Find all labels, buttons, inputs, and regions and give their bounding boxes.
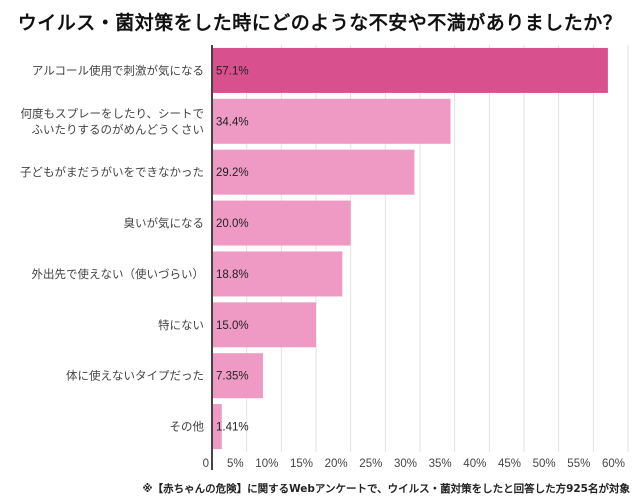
value-label: 57.1%: [216, 65, 249, 77]
bar: [212, 302, 316, 348]
category-label: その他: [170, 420, 205, 434]
bar: [212, 149, 415, 195]
bar: [212, 353, 263, 399]
x-tick-label: 55%: [567, 458, 590, 470]
category-label: 臭いが気になる: [124, 216, 205, 230]
value-label: 18.8%: [216, 269, 249, 281]
x-tick-label: 50%: [533, 458, 556, 470]
bar: [212, 404, 222, 450]
bar: [212, 200, 351, 246]
x-tick-label: 10%: [255, 458, 278, 470]
category-label: アルコール使用で刺激が気になる: [32, 63, 204, 77]
value-label: 1.41%: [216, 422, 249, 434]
x-tick-label: 45%: [498, 458, 521, 470]
footnote: ※【赤ちゃんの危険】に関するWebアンケートで、ウイルス・菌対策をしたと回答した…: [142, 483, 630, 495]
x-tick-label: 25%: [359, 458, 382, 470]
bar: [212, 251, 343, 297]
x-tick-label: 15%: [290, 458, 313, 470]
bar: [212, 47, 608, 93]
chart-title: ウイルス・菌対策をした時にどのような不安や不満がありましたか？: [17, 12, 623, 34]
x-tick-label: 20%: [325, 458, 348, 470]
x-tick-label: 40%: [463, 458, 486, 470]
category-label: 特にない: [158, 318, 204, 332]
value-label: 29.2%: [216, 167, 249, 179]
bar: [212, 98, 451, 144]
category-label: 体に使えないタイプだった: [66, 369, 204, 383]
category-label: 何度もスプレーをしたり、シートでふいたりするのがめんどうくさい: [20, 106, 204, 136]
x-tick-label: 5%: [227, 458, 244, 470]
x-tick-label: 60%: [602, 458, 625, 470]
x-tick-label: 0: [203, 458, 209, 470]
value-label: 34.4%: [216, 116, 249, 128]
x-tick-label: 35%: [429, 458, 452, 470]
x-tick-label: 30%: [394, 458, 417, 470]
category-label: 子どもがまだうがいをできなかった: [20, 165, 204, 179]
value-label: 7.35%: [216, 371, 249, 383]
value-label: 20.0%: [216, 218, 249, 230]
value-label: 15.0%: [216, 320, 249, 332]
category-label: 外出先で使えない（使いづらい）: [32, 267, 205, 281]
